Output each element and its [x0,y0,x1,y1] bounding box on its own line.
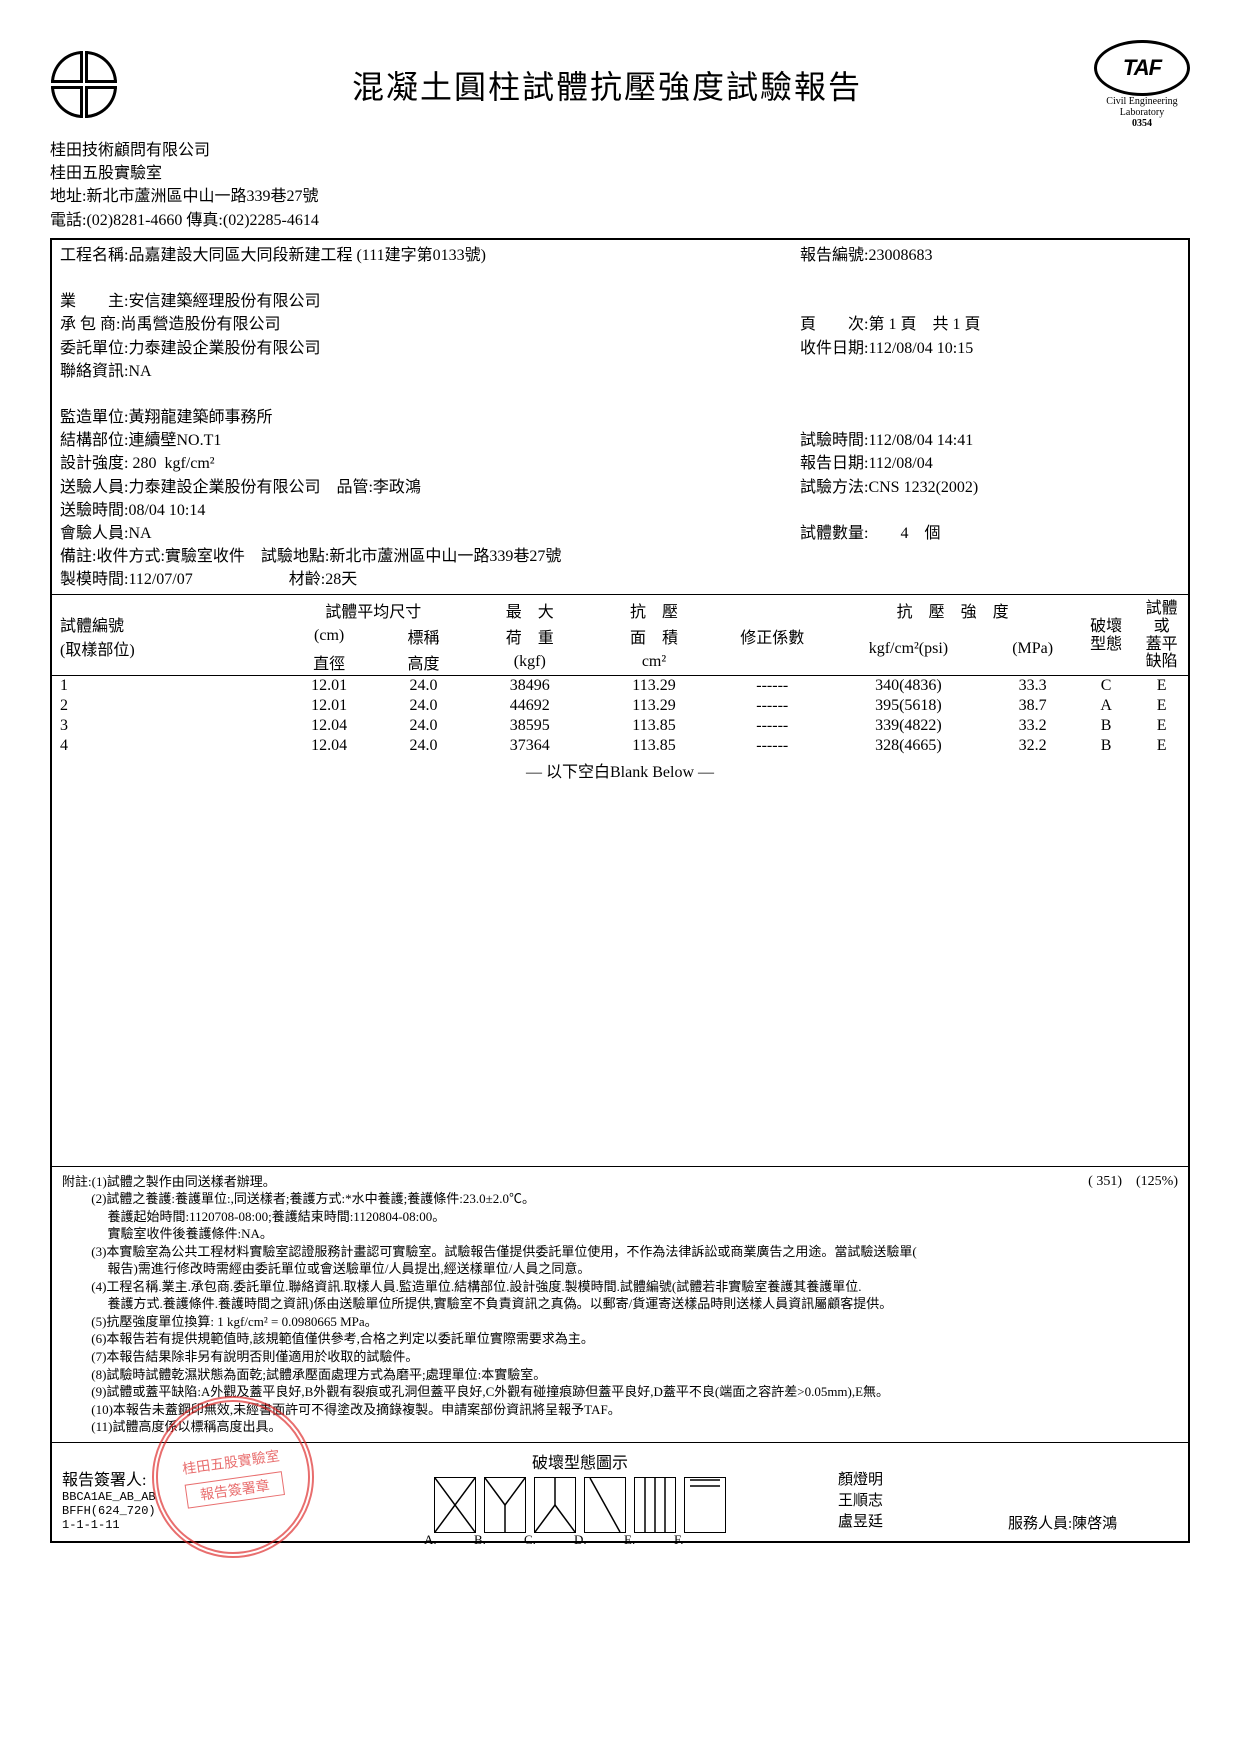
fracture-type-icon: B. [484,1477,526,1533]
report-header: 混凝土圓柱試體抗壓強度試驗報告 TAF Civil Engineering La… [50,40,1190,129]
owner-line: 業 主:安信建築經理股份有限公司 [60,290,800,313]
taf-logo: TAF [1094,40,1190,96]
fracture-diagram: 破壞型態圖示 A.B.C.D.E.F. [342,1449,818,1533]
report-title: 混凝土圓柱試體抗壓強度試驗報告 [352,62,862,108]
report-frame: 工程名稱:品嘉建設大同區大同段新建工程 (111建字第0133號) 報告編號:2… [50,238,1190,1543]
test-time-line: 試驗時間:112/08/04 14:41 [800,429,1180,452]
report-no-line: 報告編號:23008683 [800,244,1180,267]
table-row: 412.0424.037364113.85------328(4665)32.2… [52,736,1188,756]
recv-date-line: 收件日期:112/08/04 10:15 [800,337,1180,360]
company-logo [50,50,120,120]
taf-accreditation: TAF Civil Engineering Laboratory 0354 [1094,40,1190,129]
supervisor-line: 監造單位:黃翔龍建築師事務所 [60,406,800,429]
fracture-type-icon: A. [434,1477,476,1533]
table-row: 112.0124.038496113.29------340(4836)33.3… [52,675,1188,696]
results-table: 試體編號 (取樣部位) 試體平均尺寸 最 大 抗 壓 修正係數 抗 壓 強 度 … [52,597,1188,756]
footer: 報告簽署人: BBCA1AE_AB_AB BFFH(624_720) 1-1-1… [60,1445,1180,1541]
fracture-type-icon: C. [534,1477,576,1533]
remark-line: 備註:收件方式:實驗室收件 試驗地點:新北市蘆洲區中山一路339巷27號 [60,545,800,568]
table-row: 212.0124.044692113.29------395(5618)38.7… [52,696,1188,716]
lab-address-block: 桂田技術顧問有限公司 桂田五股實驗室 地址:新北市蘆洲區中山一路339巷27號 … [50,139,1190,232]
table-row: 312.0424.038595113.85------339(4822)33.2… [52,716,1188,736]
approver-names: 顏燈明 王順志 盧昱廷 [838,1470,988,1533]
mold-line: 製模時間:112/07/07 材齡:28天 [60,568,800,591]
client-line: 委託單位:力泰建設企業股份有限公司 [60,337,800,360]
struct-line: 結構部位:連續壁NO.T1 [60,429,800,452]
blank-below: — 以下空白Blank Below — [60,758,1180,782]
signature-block: 報告簽署人: BBCA1AE_AB_AB BFFH(624_720) 1-1-1… [62,1466,322,1533]
sendtime-line: 送驗時間:08/04 10:14 [60,499,800,522]
project-line: 工程名稱:品嘉建設大同區大同段新建工程 (111建字第0133號) [60,244,800,267]
contact-line: 聯絡資訊:NA [60,360,800,383]
fracture-type-icon: E. [634,1477,676,1533]
method-line: 試驗方法:CNS 1232(2002) [800,476,1180,499]
design-line: 設計強度: 280 kgf/cm² [60,452,800,475]
qty-line: 試體數量: 4 個 [800,522,1180,545]
witness-line: 會驗人員:NA [60,522,800,545]
page-line: 頁 次:第 1 頁 共 1 頁 [800,313,1180,336]
contractor-line: 承 包 商:尚禹營造股份有限公司 [60,313,800,336]
fracture-type-icon: F. [684,1477,726,1533]
sender-line: 送驗人員:力泰建設企業股份有限公司 品管:李政鴻 [60,476,800,499]
fracture-type-icon: D. [584,1477,626,1533]
report-date-line: 報告日期:112/08/04 [800,452,1180,475]
service-person: 服務人員:陳啓鴻 [1008,1512,1178,1533]
